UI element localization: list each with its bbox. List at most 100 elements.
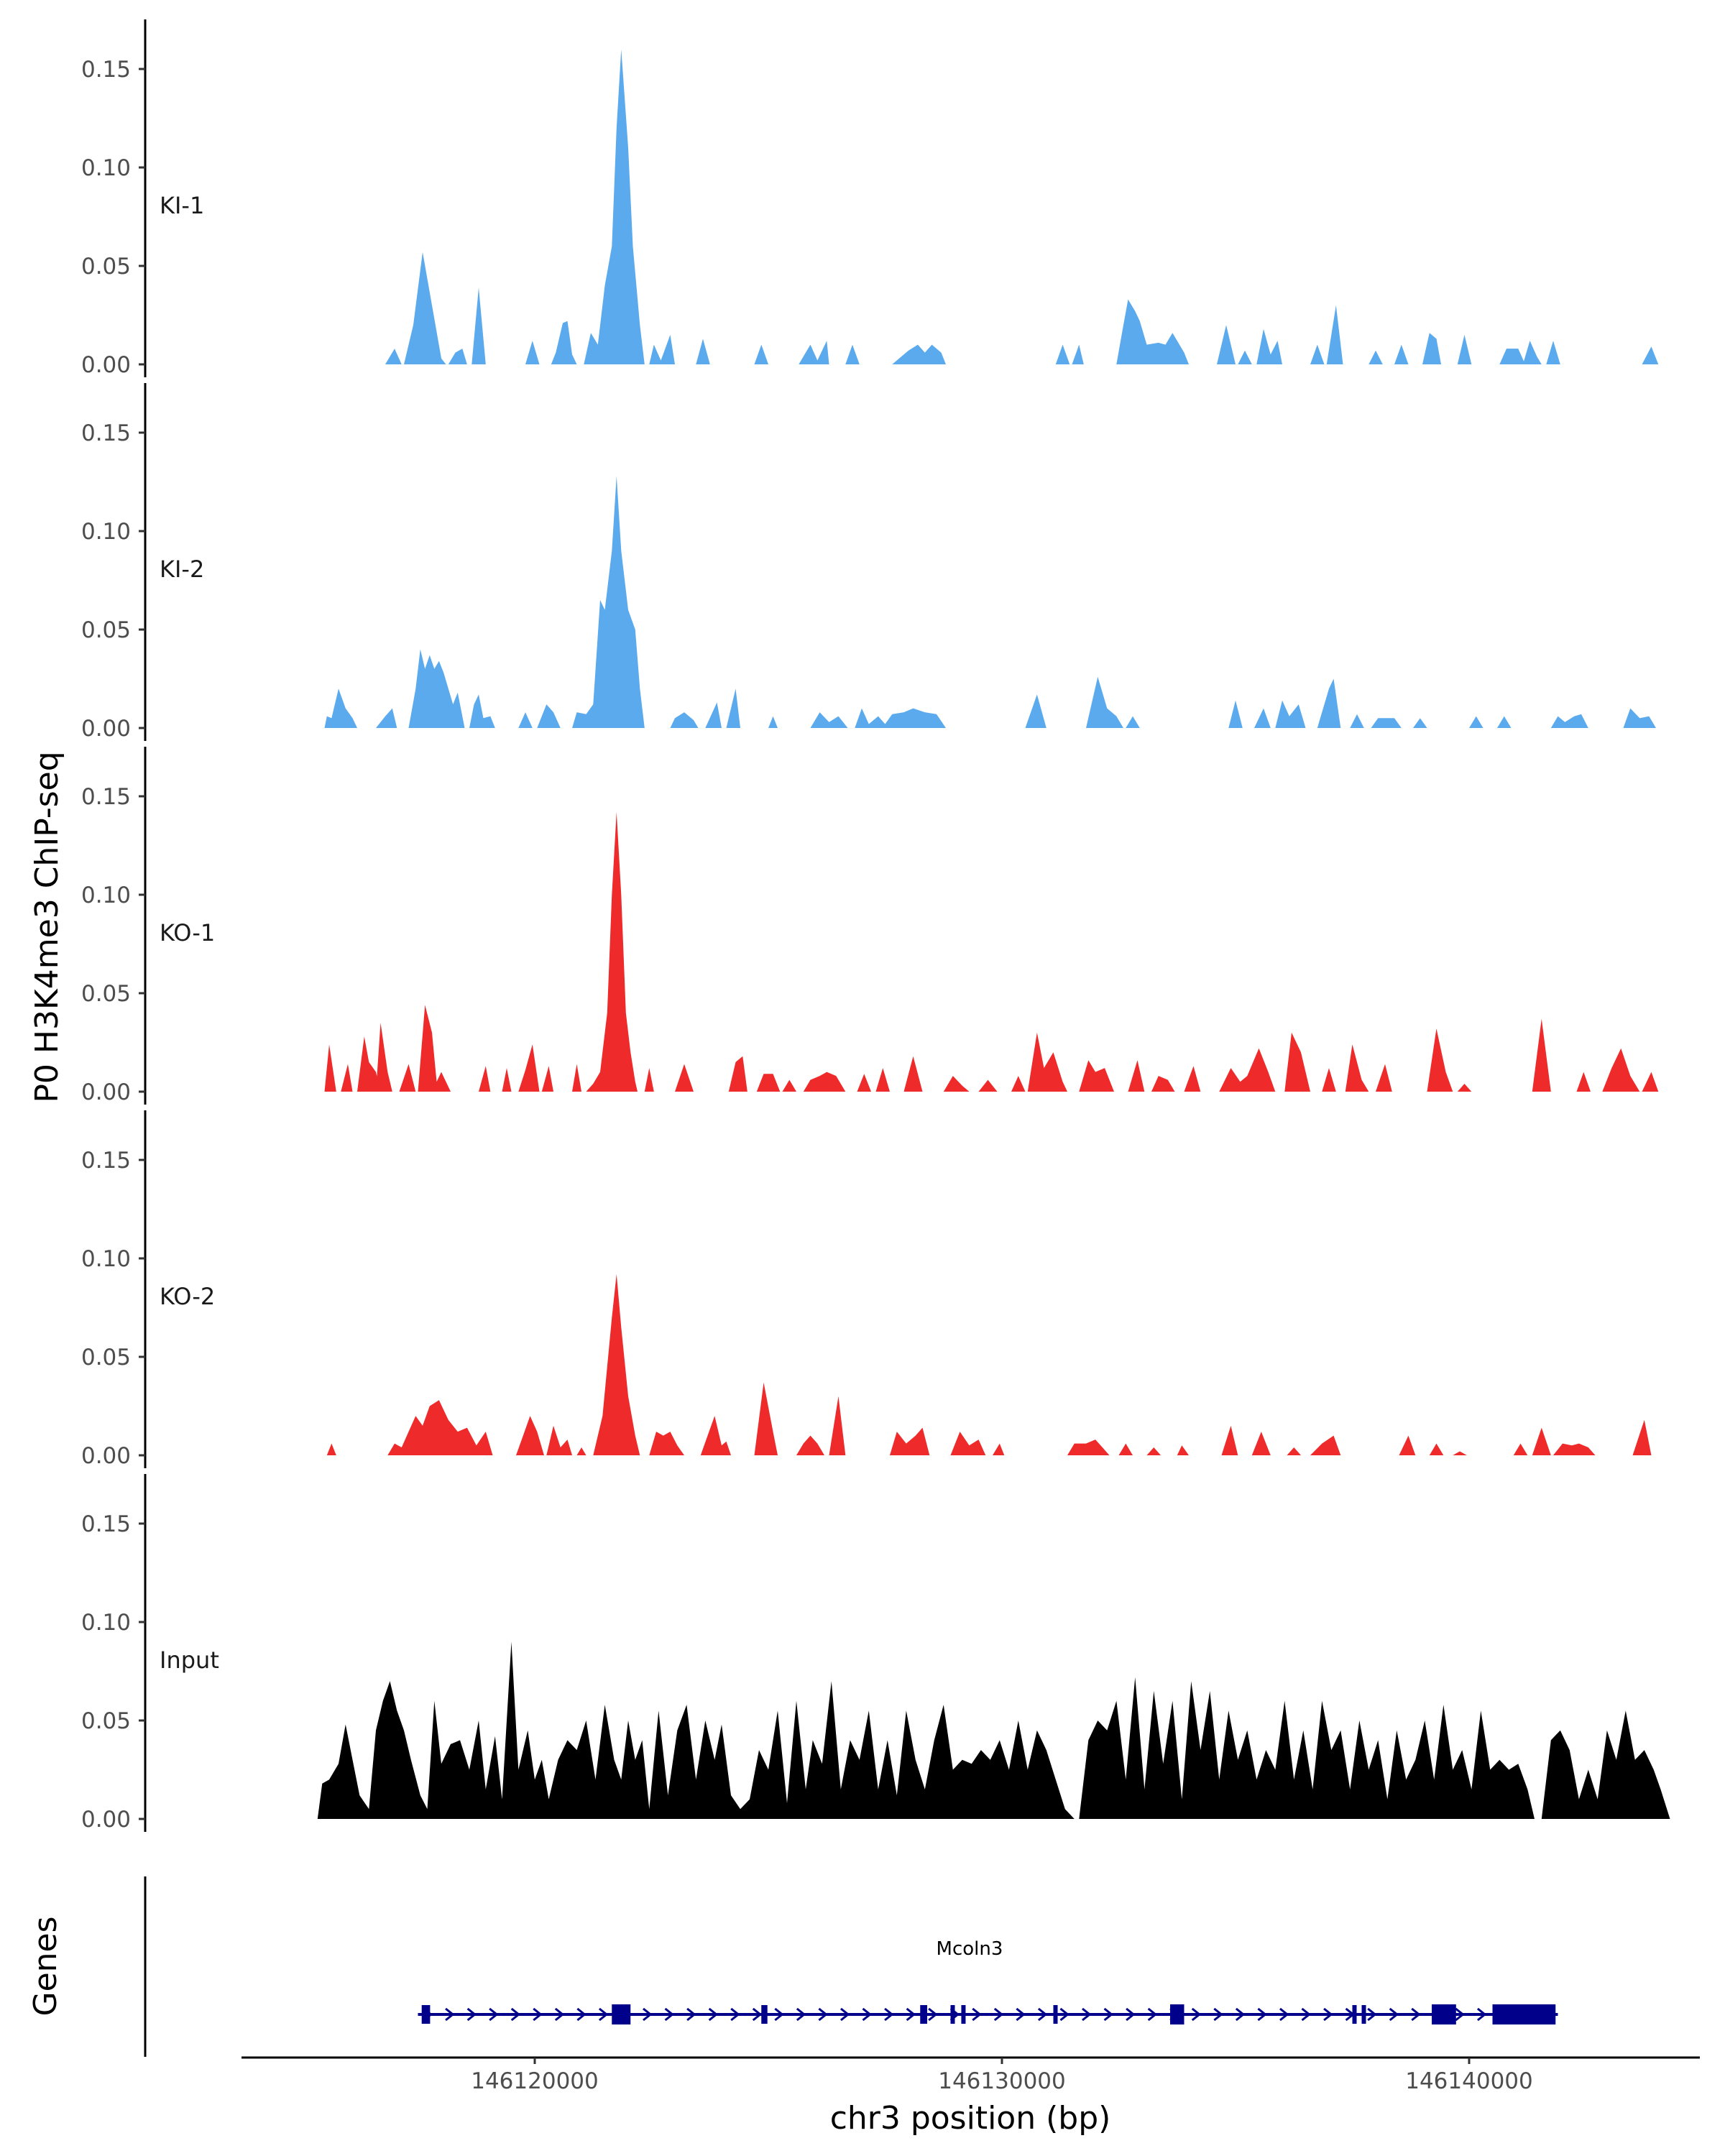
strand-arrow xyxy=(708,2007,719,2022)
strand-arrow xyxy=(1213,2007,1223,2022)
strand-arrow xyxy=(576,2007,586,2022)
track-ko-1: 0.00 0.05 0.10 0.15 KO-1 xyxy=(81,747,1659,1105)
track-label: KO-2 xyxy=(160,1283,215,1310)
y-axis-title: P0 H3K4me3 ChIP-seq xyxy=(29,751,65,1102)
strand-arrow xyxy=(928,2007,938,2022)
strand-arrow xyxy=(774,2007,784,2022)
exon xyxy=(1492,2004,1556,2024)
strand-arrow xyxy=(906,2007,916,2022)
strand-arrow xyxy=(445,2007,455,2022)
strand-arrow xyxy=(1059,2007,1070,2022)
coverage-area-input xyxy=(317,1641,1670,1819)
strand-arrow xyxy=(489,2007,499,2022)
strand-arrow xyxy=(884,2007,894,2022)
strand-arrow xyxy=(1103,2007,1113,2022)
strand-arrow xyxy=(1323,2007,1333,2022)
track-label: KO-1 xyxy=(160,919,215,946)
y-tick-label: 0.15 xyxy=(81,1148,131,1174)
strand-arrow xyxy=(1147,2007,1158,2022)
strand-arrow xyxy=(1301,2007,1311,2022)
exon xyxy=(1361,2005,1366,2024)
x-tick-label: 146130000 xyxy=(938,2068,1066,2094)
y-tick-label: 0.10 xyxy=(81,1246,131,1272)
strand-arrow xyxy=(993,2007,1004,2022)
coverage-area-ki-1 xyxy=(385,49,1659,364)
y-tick-label: 0.05 xyxy=(81,254,131,280)
x-tick-label: 146120000 xyxy=(471,2068,599,2094)
exon xyxy=(612,2004,631,2024)
strand-arrow xyxy=(840,2007,850,2022)
strand-arrow xyxy=(1476,2007,1487,2022)
strand-arrow xyxy=(1191,2007,1202,2022)
y-tick-label: 0.15 xyxy=(81,57,131,83)
coverage-area-ko-2 xyxy=(326,1273,1652,1455)
strand-arrow xyxy=(972,2007,982,2022)
strand-arrow xyxy=(1126,2007,1136,2022)
exon xyxy=(1053,2005,1058,2024)
strand-arrow xyxy=(796,2007,806,2022)
genes-axis-title: Genes xyxy=(27,1916,64,2016)
strand-arrow xyxy=(730,2007,740,2022)
exon xyxy=(761,2005,768,2024)
strand-arrow xyxy=(1082,2007,1092,2022)
strand-arrow xyxy=(818,2007,828,2022)
exon xyxy=(920,2005,927,2024)
y-tick-label: 0.10 xyxy=(81,1610,131,1636)
gene-name-label: Mcoln3 xyxy=(937,1938,1003,1960)
track-label: Input xyxy=(160,1646,219,1674)
y-tick-label: 0.05 xyxy=(81,1345,131,1370)
track-ki-2: 0.00 0.05 0.10 0.15 KI-2 xyxy=(81,383,1656,742)
strand-arrow xyxy=(1037,2007,1048,2022)
strand-arrow xyxy=(1389,2007,1399,2022)
strand-arrow xyxy=(752,2007,763,2022)
y-tick-label: 0.00 xyxy=(81,1443,131,1469)
y-tick-label: 0.00 xyxy=(81,716,131,742)
strand-arrow xyxy=(1016,2007,1026,2022)
strand-arrow xyxy=(1235,2007,1246,2022)
strand-arrow xyxy=(554,2007,565,2022)
exon xyxy=(421,2005,431,2024)
y-tick-label: 0.10 xyxy=(81,883,131,908)
y-tick-label: 0.00 xyxy=(81,1807,131,1833)
genes-panel: Genes Mcoln3 xyxy=(27,1876,1558,2057)
y-tick-label: 0.15 xyxy=(81,420,131,446)
strand-arrow xyxy=(1367,2007,1377,2022)
y-tick-label: 0.05 xyxy=(81,981,131,1007)
x-axis-title: chr3 position (bp) xyxy=(830,2100,1111,2137)
coverage-area-ki-2 xyxy=(324,476,1656,728)
coverage-area-ko-1 xyxy=(324,811,1659,1092)
strand-arrow xyxy=(643,2007,653,2022)
y-tick-label: 0.15 xyxy=(81,784,131,810)
track-input: 0.00 0.05 0.10 0.15 Input xyxy=(81,1474,1670,1833)
x-axis: 146120000 146130000 146140000 xyxy=(242,2056,1700,2094)
coverage-tracks: 0.00 0.05 0.10 0.15 KI-1 0.00 0.05 0.10 0.15 KI-2… xyxy=(81,19,1670,1833)
exon xyxy=(1352,2005,1357,2024)
track-ki-1: 0.00 0.05 0.10 0.15 KI-1 xyxy=(81,19,1659,378)
strand-arrow xyxy=(664,2007,674,2022)
y-tick-label: 0.05 xyxy=(81,1708,131,1734)
strand-arrow xyxy=(598,2007,609,2022)
x-tick-label: 146140000 xyxy=(1405,2068,1533,2094)
strand-arrow xyxy=(1279,2007,1289,2022)
y-tick-label: 0.00 xyxy=(81,352,131,378)
exon xyxy=(1432,2004,1456,2024)
exon xyxy=(950,2005,955,2024)
strand-arrow xyxy=(1411,2007,1421,2022)
strand-arrow xyxy=(862,2007,872,2022)
exon xyxy=(1170,2004,1184,2024)
strand-arrow xyxy=(466,2007,477,2022)
track-label: KI-1 xyxy=(160,192,204,219)
y-tick-label: 0.10 xyxy=(81,519,131,545)
strand-arrow xyxy=(1257,2007,1267,2022)
y-tick-label: 0.10 xyxy=(81,155,131,181)
track-ko-2: 0.00 0.05 0.10 0.15 KO-2 xyxy=(81,1110,1652,1469)
gene-model xyxy=(418,2004,1558,2024)
y-tick-label: 0.00 xyxy=(81,1079,131,1105)
strand-arrow xyxy=(1455,2007,1465,2022)
strand-arrow xyxy=(686,2007,696,2022)
track-label: KI-2 xyxy=(160,556,204,583)
y-tick-label: 0.05 xyxy=(81,617,131,643)
exon xyxy=(961,2005,966,2024)
y-tick-label: 0.15 xyxy=(81,1511,131,1537)
